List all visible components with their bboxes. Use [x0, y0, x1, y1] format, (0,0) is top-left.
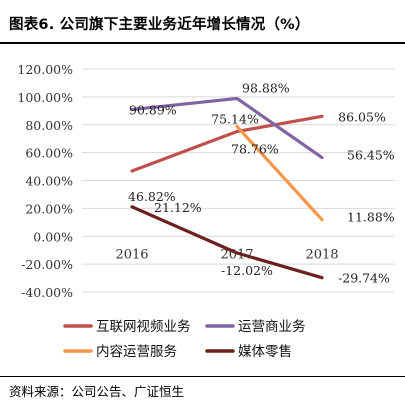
legend-label: 媒体零售	[238, 344, 292, 360]
source-note: 资料来源：公司公告、广证恒生	[9, 384, 185, 399]
data-point	[235, 125, 239, 128]
series-line-3	[235, 124, 324, 222]
x-tick-label: 2018	[305, 247, 338, 262]
y-tick-label: 80.00%	[25, 118, 73, 133]
data-label: 21.12%	[154, 200, 202, 215]
bottom-rule	[0, 376, 405, 377]
data-point	[130, 205, 134, 209]
data-label: 75.14%	[211, 112, 259, 127]
data-label: 56.45%	[347, 148, 395, 163]
data-point	[130, 169, 134, 173]
data-point	[320, 218, 324, 221]
x-tick-label: 2016	[115, 247, 148, 262]
data-label: -29.74%	[338, 271, 390, 286]
legend-label: 运营商业务	[238, 319, 306, 335]
data-point	[130, 108, 134, 111]
y-tick-label: 20.00%	[25, 201, 73, 216]
y-tick-label: -40.00%	[21, 285, 73, 300]
data-label: 78.76%	[231, 141, 279, 156]
line-chart: 120.00% 100.00% 80.00% 60.00% 40.00% 20.00% 0.…	[17, 62, 395, 360]
data-point	[235, 251, 239, 255]
y-tick-label: -20.00%	[21, 257, 73, 272]
data-label: 98.88%	[242, 80, 290, 95]
y-tick-label: 40.00%	[25, 174, 73, 189]
y-tick-label: 100.00%	[17, 90, 73, 105]
data-point	[235, 97, 239, 100]
data-label: 46.82%	[128, 189, 176, 204]
legend-label: 互联网视频业务	[96, 319, 191, 335]
figure-header: 图表6. 公司旗下主要业务近年增长情况（%）	[0, 0, 405, 44]
data-label: -12.02%	[221, 263, 273, 278]
y-tick-label: 60.00%	[25, 146, 73, 161]
data-label: 11.88%	[347, 210, 395, 225]
data-label: 90.89%	[129, 103, 177, 118]
y-tick-label: 0.00%	[33, 229, 73, 244]
chart-area: 120.00% 100.00% 80.00% 60.00% 40.00% 20.00% 0.…	[9, 49, 396, 367]
data-point	[235, 130, 239, 133]
legend-label: 内容运营服务	[96, 343, 177, 360]
data-point	[320, 115, 324, 118]
y-tick-label: 120.00%	[17, 62, 73, 77]
top-rule	[0, 42, 405, 44]
data-point	[320, 156, 324, 159]
figure-title: 图表6. 公司旗下主要业务近年增长情况（%）	[9, 17, 310, 33]
data-label: 86.05%	[338, 109, 386, 124]
data-point	[320, 276, 324, 279]
